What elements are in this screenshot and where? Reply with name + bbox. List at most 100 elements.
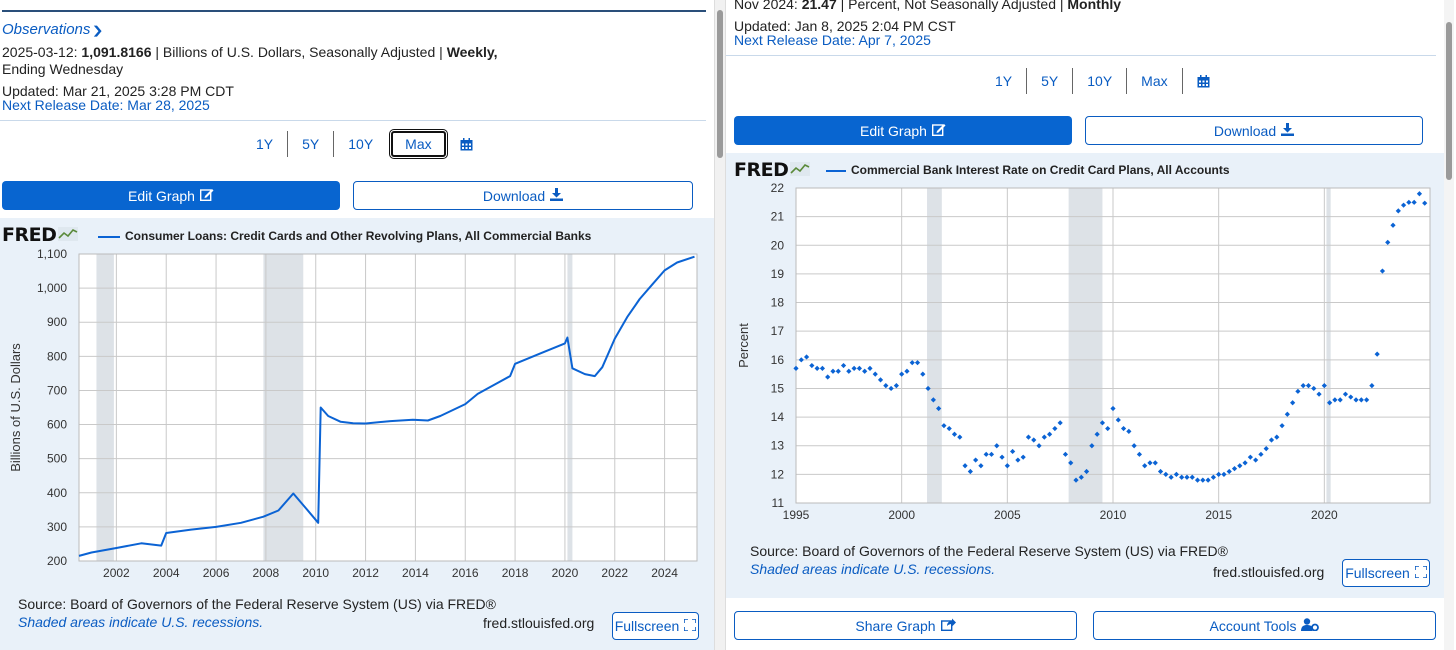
y-tick-label: 16 <box>771 353 785 367</box>
x-tick-label: 2016 <box>452 566 479 580</box>
data-point <box>1015 457 1021 463</box>
x-tick-label: 2015 <box>1205 508 1232 522</box>
observation-frequency-2: Ending Wednesday <box>2 61 124 77</box>
observation-date: 2025-03-12: <box>2 44 78 60</box>
data-point <box>1062 451 1069 457</box>
data-point <box>1004 463 1010 469</box>
data-point <box>1083 468 1090 475</box>
legend-line-swatch <box>826 169 846 172</box>
series-legend: Commercial Bank Interest Rate on Credit … <box>826 163 1230 177</box>
updated-value: Jan 8, 2025 2:04 PM CST <box>794 18 956 34</box>
x-tick-label: 2014 <box>402 566 429 580</box>
fred-url[interactable]: fred.stlouisfed.org <box>1213 564 1325 580</box>
y-tick-label: 22 <box>771 181 785 195</box>
y-tick-label: 19 <box>771 267 785 281</box>
y-tick-label: 400 <box>47 486 67 500</box>
data-point <box>999 454 1005 460</box>
observations-label: Observations <box>2 21 91 38</box>
data-point <box>1010 448 1016 455</box>
range-5y-button[interactable]: 5Y <box>1027 68 1074 94</box>
shaded-areas-note: Shaded areas indicate U.S. recessions. <box>18 614 264 630</box>
data-point <box>1395 208 1401 214</box>
pane-divider[interactable] <box>714 0 726 650</box>
plot-background <box>79 254 697 561</box>
x-tick-label: 2002 <box>103 566 130 580</box>
y-tick-label: 1,100 <box>37 248 67 261</box>
series-title: Commercial Bank Interest Rate on Credit … <box>851 163 1230 177</box>
observation-value: 21.47 <box>801 0 837 12</box>
x-tick-label: 2008 <box>253 566 280 580</box>
y-tick-label: 200 <box>47 554 67 568</box>
calendar-icon[interactable] <box>1197 74 1210 88</box>
data-point <box>1184 474 1190 480</box>
data-point <box>1136 451 1143 457</box>
range-max-button[interactable]: Max <box>389 129 448 159</box>
account-tools-button[interactable]: Account Tools <box>1093 611 1436 640</box>
right-scroll-thumb[interactable] <box>1446 22 1452 180</box>
data-point <box>1337 397 1343 403</box>
graph-panel: FRED Consumer Loans: Credit Cards and Ot… <box>0 218 714 650</box>
user-gear-icon <box>1301 617 1320 634</box>
edit-graph-label: Edit Graph <box>860 122 927 139</box>
observations-toggle[interactable]: Observations ❯ <box>2 21 104 38</box>
y-tick-label: 300 <box>47 520 67 534</box>
edit-graph-button[interactable]: Edit Graph <box>734 116 1072 145</box>
download-button[interactable]: Download <box>353 181 693 210</box>
data-point <box>936 405 942 412</box>
download-button[interactable]: Download <box>1085 116 1423 145</box>
fred-logo-text: FRED <box>2 224 57 246</box>
calendar-icon[interactable] <box>460 137 473 151</box>
data-point <box>1416 191 1423 197</box>
fred-logo-text: FRED <box>734 159 789 181</box>
data-point <box>1152 460 1158 466</box>
observation-line: 2025-03-12: 1,091.8166 | Billions of U.S… <box>2 44 498 60</box>
expand-icon <box>1413 565 1428 581</box>
observation-date: Nov 2024: <box>734 0 798 12</box>
y-tick-label: 21 <box>771 210 785 224</box>
observation-units: | Percent, Not Seasonally Adjusted | <box>836 0 1068 12</box>
x-tick-label: 2020 <box>1311 508 1338 522</box>
observation-value: 1,091.8166 <box>81 44 152 60</box>
recession-band <box>96 254 114 561</box>
data-point <box>1126 428 1132 435</box>
download-label: Download <box>1213 122 1277 139</box>
left-scroll-thumb[interactable] <box>717 10 723 158</box>
data-point <box>994 443 1000 449</box>
data-point <box>1274 434 1280 440</box>
range-max-button[interactable]: Max <box>1127 68 1183 94</box>
fullscreen-button[interactable]: Fullscreen <box>1342 559 1430 587</box>
data-point <box>1221 471 1227 477</box>
range-10y-button[interactable]: 10Y <box>1073 68 1128 94</box>
fullscreen-button[interactable]: Fullscreen <box>612 612 699 640</box>
legend-line-swatch <box>98 235 120 238</box>
fred-url[interactable]: fred.stlouisfed.org <box>483 615 595 631</box>
series-title: Consumer Loans: Credit Cards and Other R… <box>125 229 592 243</box>
range-10y-button[interactable]: 10Y <box>348 136 374 152</box>
download-icon <box>550 187 564 204</box>
data-point <box>1205 477 1211 483</box>
y-tick-label: 14 <box>771 410 785 424</box>
y-tick-label: 700 <box>47 383 67 397</box>
shaded-areas-note: Shaded areas indicate U.S. recessions. <box>750 561 996 577</box>
series-legend: Consumer Loans: Credit Cards and Other R… <box>98 229 591 243</box>
plot-border <box>795 187 1431 504</box>
share-graph-button[interactable]: Share Graph <box>734 611 1077 640</box>
range-5y-button[interactable]: 5Y <box>288 131 335 157</box>
recession-band <box>927 188 942 503</box>
data-point <box>1078 474 1084 480</box>
fullscreen-label: Fullscreen <box>1345 565 1410 581</box>
edit-icon <box>931 123 946 139</box>
y-tick-label: 11 <box>772 496 785 510</box>
right-scrollbar[interactable] <box>1444 0 1454 650</box>
graph-panel: FRED Commercial Bank Interest Rate on Cr… <box>726 153 1444 598</box>
edit-icon <box>199 188 214 204</box>
range-1y-button[interactable]: 1Y <box>981 68 1028 94</box>
x-tick-label: 1995 <box>783 508 810 522</box>
edit-graph-button[interactable]: Edit Graph <box>2 181 340 210</box>
data-point <box>1400 202 1407 208</box>
right-chart: 11 12 13 14 15 16 17 18 19 20 21 22 1995 2000 2005 2010… <box>736 181 1431 522</box>
data-point <box>1279 423 1285 429</box>
range-1y-button[interactable]: 1Y <box>242 131 289 157</box>
data-point <box>1115 417 1121 423</box>
data-point <box>851 365 857 372</box>
